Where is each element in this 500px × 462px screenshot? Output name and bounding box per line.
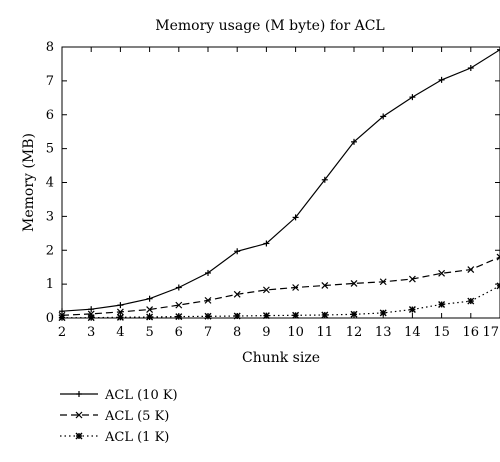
legend-marker	[75, 432, 83, 440]
data-point	[292, 311, 300, 319]
x-tick-label: 3	[87, 325, 95, 340]
legend-marker	[75, 411, 83, 419]
plot-frame	[61, 46, 500, 319]
data-point	[379, 309, 387, 317]
legend-label: ACL (10 K)	[104, 388, 178, 403]
data-point	[234, 248, 241, 255]
data-point	[438, 269, 446, 277]
series-2	[58, 282, 500, 322]
data-point	[116, 313, 124, 321]
x-tick-label: 6	[175, 325, 183, 340]
data-point	[321, 176, 328, 183]
series-1	[58, 253, 500, 319]
series-line	[61, 49, 500, 312]
x-tick-label: 9	[262, 325, 270, 340]
x-tick-label: 4	[116, 325, 124, 340]
data-point	[438, 300, 446, 308]
data-point	[146, 306, 154, 313]
y-axis-label: Memory (MB)	[21, 133, 37, 232]
series-0	[59, 46, 500, 315]
data-point	[175, 284, 182, 291]
x-tick-label: 16	[463, 325, 480, 340]
data-point	[233, 290, 241, 298]
series-line	[61, 256, 500, 316]
data-point	[146, 295, 153, 302]
data-point	[379, 278, 387, 286]
data-point	[116, 308, 124, 316]
data-point	[351, 138, 357, 145]
y-axis-ticks: 0 1 2 3 4 5 6 7 8	[46, 40, 500, 326]
data-point	[204, 296, 212, 304]
data-point	[409, 94, 416, 101]
data-point	[233, 312, 241, 320]
data-point	[292, 284, 300, 291]
legend-marker	[76, 391, 82, 397]
data-point	[175, 313, 183, 321]
data-point	[467, 297, 475, 305]
data-point	[292, 214, 299, 221]
data-point	[321, 282, 329, 289]
x-tick-label: 14	[404, 325, 421, 340]
data-point	[408, 306, 416, 314]
data-point	[350, 310, 358, 318]
series-layer	[58, 46, 500, 322]
data-point	[467, 266, 475, 273]
data-point	[496, 253, 500, 261]
x-tick-label: 10	[287, 325, 304, 340]
legend-item: ACL (10 K)	[60, 388, 178, 403]
y-tick-label: 4	[46, 176, 54, 191]
series-line	[62, 285, 500, 319]
x-tick-label: 13	[375, 325, 392, 340]
data-point	[117, 302, 124, 309]
x-tick-label: 5	[145, 325, 153, 340]
x-tick-label: 7	[204, 325, 212, 340]
data-point	[350, 280, 358, 287]
x-axis-label: Chunk size	[242, 350, 320, 366]
x-tick-label: 17	[482, 325, 499, 340]
y-tick-label: 5	[46, 142, 54, 157]
data-point	[497, 46, 500, 53]
legend: ACL (10 K) ACL (5 K) ACL (1 K)	[60, 388, 178, 445]
data-point	[88, 306, 95, 313]
x-tick-label: 15	[433, 325, 450, 340]
legend-item: ACL (5 K)	[60, 409, 169, 424]
y-tick-label: 0	[46, 311, 54, 326]
data-point	[205, 269, 211, 276]
x-tick-label: 8	[233, 325, 241, 340]
data-point	[87, 314, 95, 322]
data-point	[408, 275, 416, 283]
legend-item: ACL (1 K)	[60, 430, 169, 445]
x-tick-label: 2	[58, 325, 66, 340]
x-tick-label: 12	[346, 325, 363, 340]
data-point	[175, 301, 183, 309]
data-point	[204, 312, 212, 320]
chart-title: Memory usage (M byte) for ACL	[155, 18, 384, 34]
y-tick-label: 7	[46, 74, 54, 89]
data-point	[262, 286, 270, 294]
data-point	[380, 113, 387, 120]
legend-label: ACL (5 K)	[104, 409, 169, 424]
x-axis-ticks: 2 3 4 5 6 7 8 9 10 11 12 13 14 15 16 17	[58, 47, 500, 340]
data-point	[263, 240, 270, 247]
data-point	[59, 308, 65, 315]
y-tick-label: 2	[46, 243, 54, 258]
data-point	[146, 313, 154, 321]
y-tick-label: 8	[46, 40, 54, 55]
y-tick-label: 1	[46, 277, 54, 292]
data-point	[262, 312, 270, 320]
data-point	[438, 76, 445, 83]
data-point	[321, 311, 329, 319]
data-point	[58, 314, 66, 322]
legend-label: ACL (1 K)	[104, 430, 169, 445]
y-tick-label: 3	[46, 209, 54, 224]
data-point	[467, 65, 474, 72]
x-tick-label: 11	[317, 325, 334, 340]
data-point	[496, 282, 500, 290]
y-tick-label: 6	[46, 108, 54, 123]
